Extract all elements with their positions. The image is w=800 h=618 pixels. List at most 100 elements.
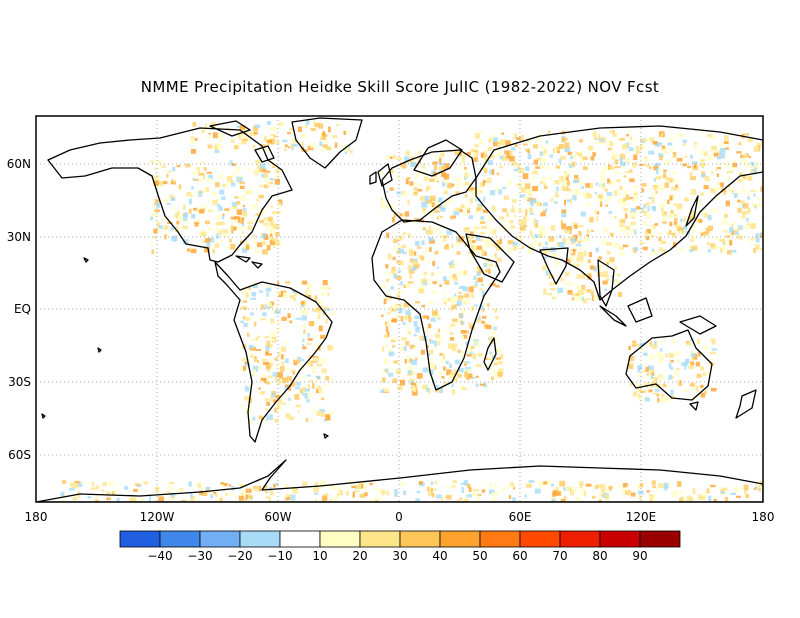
skill-speckle xyxy=(419,326,422,330)
skill-speckle xyxy=(510,225,516,229)
skill-speckle xyxy=(391,305,398,310)
skill-speckle xyxy=(305,290,311,293)
skill-speckle xyxy=(216,498,221,501)
colorbar-swatch xyxy=(559,530,601,548)
colorbar-swatch xyxy=(519,530,561,548)
skill-speckle xyxy=(649,354,655,360)
skill-speckle xyxy=(402,316,408,320)
skill-speckle xyxy=(682,163,687,167)
skill-speckle xyxy=(323,384,329,388)
skill-speckle xyxy=(646,229,651,234)
skill-speckle xyxy=(732,162,738,168)
skill-speckle xyxy=(257,366,263,370)
skill-speckle xyxy=(499,353,504,360)
colorbar-label: 80 xyxy=(592,549,607,563)
skill-speckle xyxy=(593,295,600,299)
skill-speckle xyxy=(413,192,418,196)
skill-speckle xyxy=(558,176,564,179)
skill-speckle xyxy=(483,179,487,184)
skill-speckle xyxy=(703,185,709,190)
skill-speckle xyxy=(254,321,257,327)
skill-speckle xyxy=(216,204,221,207)
skill-speckle xyxy=(336,493,339,497)
skill-speckle xyxy=(614,171,621,174)
skill-speckle xyxy=(407,281,414,284)
skill-speckle xyxy=(655,191,658,194)
x-tick-label: 180 xyxy=(25,510,48,524)
skill-speckle xyxy=(411,370,414,376)
skill-speckle xyxy=(530,178,533,183)
skill-speckle xyxy=(239,181,245,185)
colorbar-label: 90 xyxy=(632,549,647,563)
skill-speckle xyxy=(453,322,459,326)
skill-speckle xyxy=(461,351,464,358)
skill-speckle xyxy=(725,154,728,158)
skill-speckle xyxy=(421,240,425,246)
skill-speckle xyxy=(225,492,228,497)
skill-speckle xyxy=(494,359,501,364)
skill-speckle xyxy=(314,492,319,495)
skill-speckle xyxy=(598,138,605,142)
skill-speckle xyxy=(236,226,242,230)
skill-speckle xyxy=(438,166,442,173)
skill-speckle xyxy=(476,245,483,250)
skill-speckle xyxy=(172,495,175,500)
skill-speckle xyxy=(265,225,268,230)
skill-speckle xyxy=(320,291,325,296)
skill-speckle xyxy=(760,142,763,147)
skill-speckle xyxy=(690,361,695,366)
skill-speckle xyxy=(266,170,271,173)
skill-speckle xyxy=(478,219,483,222)
skill-speckle xyxy=(426,387,429,392)
skill-speckle xyxy=(461,335,465,340)
skill-speckle xyxy=(305,418,309,422)
skill-speckle xyxy=(606,242,612,246)
skill-speckle xyxy=(393,273,398,279)
skill-speckle xyxy=(571,297,575,301)
skill-speckle xyxy=(212,132,218,139)
skill-speckle xyxy=(224,208,230,211)
skill-speckle xyxy=(196,191,199,196)
skill-speckle xyxy=(395,304,401,310)
skill-speckle xyxy=(294,292,298,297)
skill-speckle xyxy=(274,418,279,423)
skill-speckle xyxy=(676,157,683,162)
skill-speckle xyxy=(663,169,667,172)
skill-speckle xyxy=(395,308,399,311)
skill-speckle xyxy=(417,246,422,249)
skill-speckle xyxy=(660,356,664,359)
skill-speckle xyxy=(154,180,159,186)
skill-speckle xyxy=(555,261,558,268)
skill-speckle xyxy=(359,493,366,498)
skill-speckle xyxy=(579,260,584,264)
skill-speckle xyxy=(283,495,287,499)
skill-speckle xyxy=(725,230,728,234)
skill-speckle xyxy=(669,148,674,153)
skill-speckle xyxy=(555,281,559,287)
skill-speckle xyxy=(658,237,662,242)
skill-speckle xyxy=(628,355,635,361)
skill-speckle xyxy=(445,360,449,365)
skill-speckle xyxy=(402,321,406,326)
skill-speckle xyxy=(646,490,650,493)
skill-speckle xyxy=(562,137,568,141)
skill-speckle xyxy=(661,188,665,192)
skill-speckle xyxy=(579,150,583,153)
skill-speckle xyxy=(653,341,657,347)
skill-speckle xyxy=(429,338,432,342)
skill-speckle xyxy=(555,165,560,169)
skill-speckle xyxy=(739,235,743,241)
skill-speckle xyxy=(385,326,389,332)
skill-speckle xyxy=(242,222,245,228)
skill-speckle xyxy=(612,130,615,134)
skill-speckle xyxy=(688,365,694,370)
skill-speckle xyxy=(300,308,307,315)
skill-speckle xyxy=(400,281,403,286)
skill-speckle xyxy=(481,167,488,170)
skill-speckle xyxy=(313,357,319,362)
skill-speckle xyxy=(444,298,449,303)
skill-speckle xyxy=(719,239,725,242)
skill-speckle xyxy=(239,217,244,224)
skill-speckle xyxy=(440,171,446,177)
skill-speckle xyxy=(284,484,289,488)
